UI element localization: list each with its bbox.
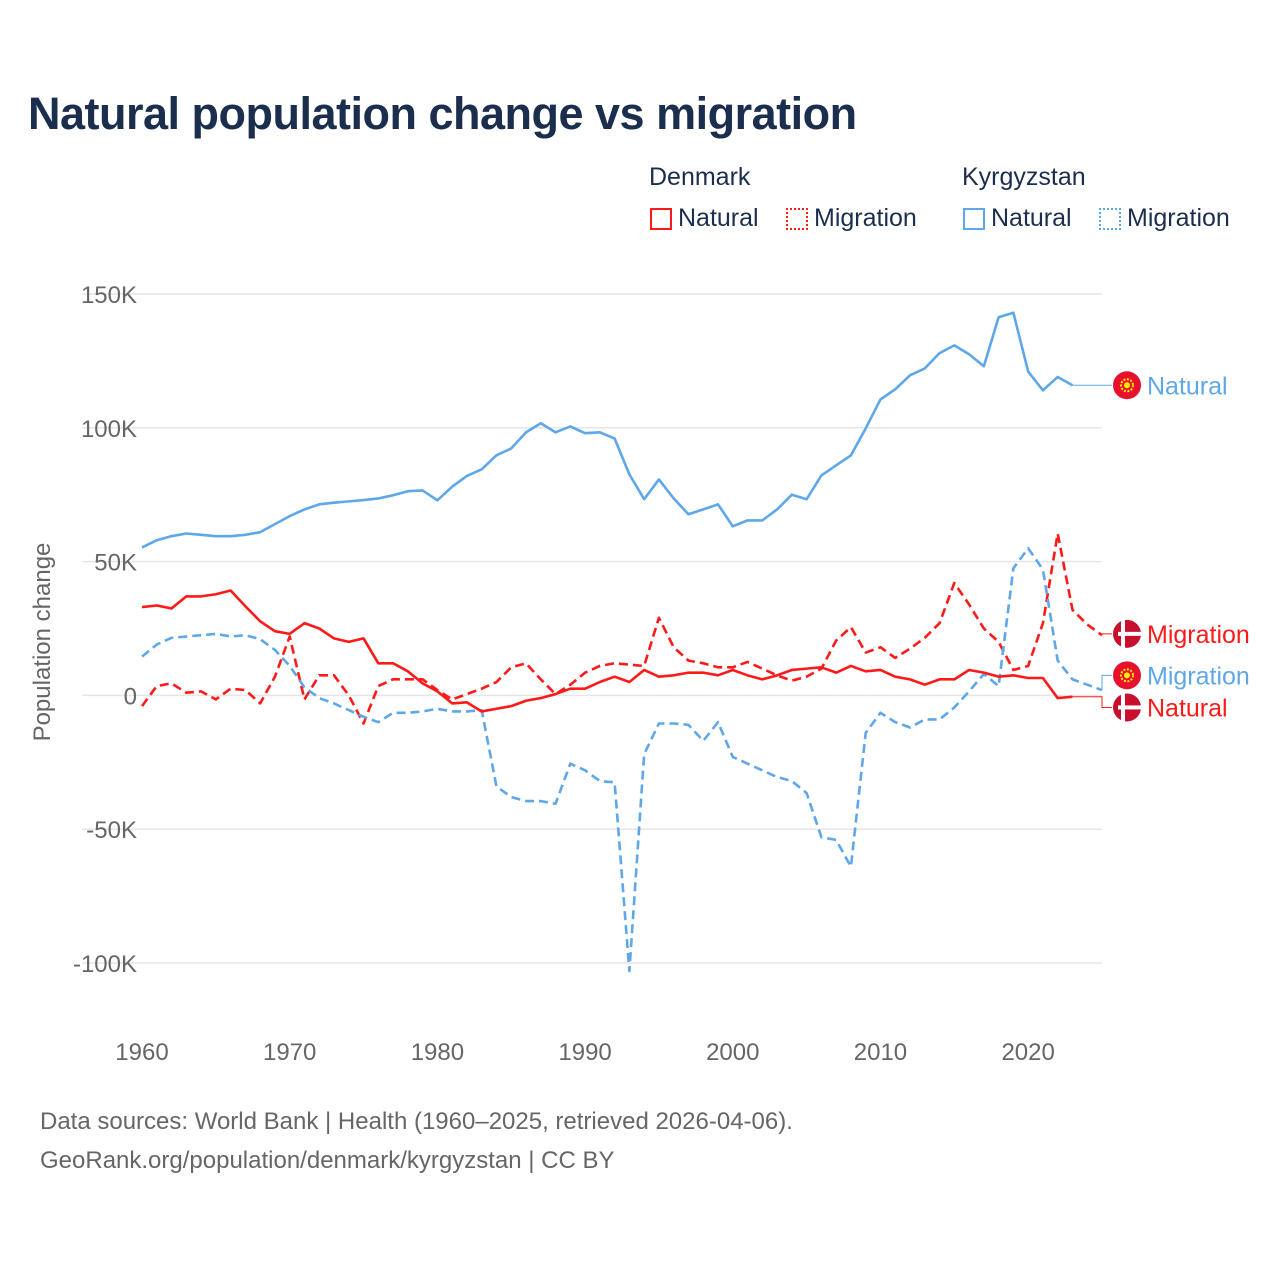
label-connector <box>1072 696 1112 708</box>
solid-swatch-icon <box>650 207 672 230</box>
end-label: Migration <box>1147 621 1250 649</box>
y-tick-label: 0 <box>124 683 137 710</box>
kyrgyzstan-flag-icon <box>1113 371 1141 400</box>
attribution-link[interactable]: GeoRank.org/population/denmark/kyrgyzsta… <box>40 1147 615 1174</box>
label-connector <box>1101 674 1112 691</box>
denmark-flag-icon <box>1113 693 1141 722</box>
legend-label: Migration <box>814 204 917 232</box>
legend-label: Natural <box>678 204 759 232</box>
series-line-kyrgyzstan-natural <box>141 311 1074 549</box>
y-tick-label: -100K <box>73 951 137 978</box>
legend-group-kyrgyzstan: Kyrgyzstan <box>962 163 1086 191</box>
legend-kyrgyzstan-natural[interactable]: Natural <box>963 204 1072 233</box>
page-title: Natural population change vs migration <box>28 88 857 139</box>
legend-denmark-natural[interactable]: Natural <box>650 204 759 233</box>
y-axis-label: Population change <box>29 543 56 742</box>
end-label: Migration <box>1147 662 1250 690</box>
series-line-denmark-migration <box>140 532 1103 725</box>
dotted-swatch-icon <box>786 207 808 230</box>
y-tick-label: 100K <box>81 416 137 443</box>
x-tick-label: 2000 <box>706 1039 759 1066</box>
legend-kyrgyzstan-migration[interactable]: Migration <box>1099 204 1230 233</box>
flag-sun-center <box>1124 382 1130 389</box>
end-label: Natural <box>1147 694 1228 722</box>
end-label: Natural <box>1147 372 1228 400</box>
flag-cross <box>1121 619 1125 648</box>
label-connector <box>1101 633 1112 636</box>
x-tick-label: 1970 <box>263 1039 316 1066</box>
x-tick-label: 1960 <box>115 1039 168 1066</box>
denmark-flag-icon <box>1113 619 1141 648</box>
flag-sun <box>1120 668 1134 683</box>
y-tick-label: -50K <box>86 817 137 844</box>
legend-label: Natural <box>991 204 1072 232</box>
flag-sun <box>1120 378 1134 393</box>
flag-sun-center <box>1124 672 1130 679</box>
legend-label: Migration <box>1127 204 1230 232</box>
y-tick-label: 150K <box>81 282 137 309</box>
flag-cross <box>1118 705 1141 710</box>
series-line-denmark-natural <box>141 589 1073 713</box>
flag-cross <box>1121 693 1125 722</box>
legend-group-denmark: Denmark <box>649 163 751 191</box>
flag-cross <box>1118 631 1141 636</box>
solid-swatch-icon <box>963 207 985 230</box>
kyrgyzstan-flag-icon <box>1113 661 1141 690</box>
x-tick-label: 2010 <box>854 1039 907 1066</box>
dotted-swatch-icon <box>1099 207 1121 230</box>
series-line-kyrgyzstan-migration <box>141 546 1103 973</box>
x-tick-label: 1980 <box>411 1039 464 1066</box>
legend-denmark-migration[interactable]: Migration <box>786 204 917 233</box>
y-tick-label: 50K <box>94 550 137 577</box>
x-tick-label: 1990 <box>558 1039 611 1066</box>
x-tick-label: 2020 <box>1001 1039 1054 1066</box>
data-source-note: Data sources: World Bank | Health (1960–… <box>40 1108 793 1135</box>
